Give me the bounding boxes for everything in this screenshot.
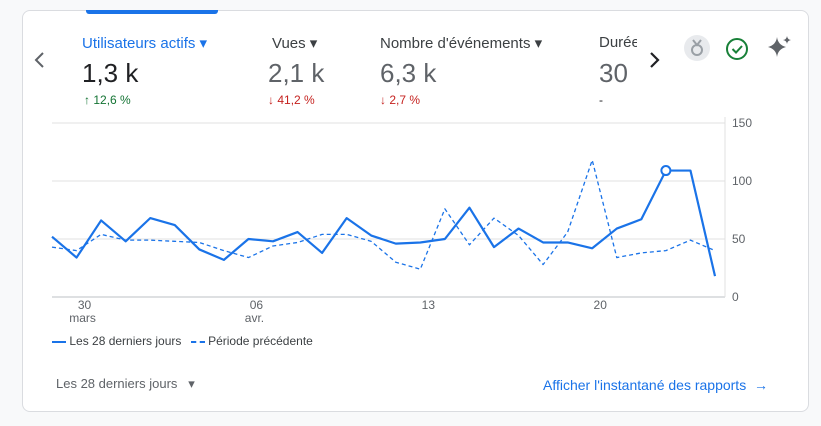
x-month-label: mars [69, 311, 96, 325]
y-tick-label: 100 [732, 174, 752, 188]
hover-point [660, 165, 672, 177]
legend-label: Période précédente [208, 334, 313, 348]
link-label: Afficher l'instantané des rapports [543, 377, 747, 393]
x-month-label: avr. [245, 311, 264, 325]
tab-value: 1,3 k [82, 58, 139, 88]
sparkle-icon[interactable] [766, 33, 794, 61]
legend-swatch [190, 340, 205, 343]
prev-button[interactable] [30, 50, 50, 70]
period-label: Les 28 derniers jours [56, 376, 178, 391]
card [22, 10, 809, 412]
tab-change: - [599, 93, 603, 107]
x-tick-label: 20 [594, 298, 608, 312]
legend-swatch [52, 340, 66, 343]
period-dropdown[interactable]: Les 28 derniers jours ▾ [56, 376, 195, 391]
tab[interactable]: Utilisateurs actifs ▾ [82, 35, 208, 52]
x-tick-label: 13 [422, 298, 436, 312]
change-text: 2,7 % [389, 93, 421, 107]
tab-value: 2,1 k [268, 58, 325, 88]
x-tick-label: 30 [78, 298, 92, 312]
tab-label: Durée [599, 34, 637, 51]
change-text: 12,6 % [93, 93, 131, 107]
tab-value: 6,3 k [380, 58, 437, 88]
change-text: 41,2 % [277, 93, 315, 107]
current-line [51, 169, 717, 277]
insights-icon[interactable] [683, 34, 711, 62]
tab-label: Nombre d'événements [380, 35, 531, 52]
tab[interactable]: Durée [599, 34, 637, 51]
reports-link[interactable]: Afficher l'instantané des rapports → [543, 377, 768, 393]
tab-label: Vues [272, 35, 306, 52]
next-button[interactable] [644, 50, 664, 70]
y-tick-label: 150 [732, 116, 752, 130]
x-tick-label: 06 [250, 298, 264, 312]
tab-change: ↓ 41,2 % [268, 93, 315, 107]
tab-change: ↑ 12,6 % [84, 93, 131, 107]
previous-line [51, 159, 716, 270]
legend-label: Les 28 derniers jours [69, 334, 182, 348]
tabs: Utilisateurs actifs ▾ 1,3 k ↑ 12,6 % Vue… [82, 0, 637, 120]
tab[interactable]: Nombre d'événements ▾ [380, 35, 543, 52]
status-icon[interactable] [724, 36, 750, 62]
tab[interactable]: Vues ▾ [272, 35, 318, 52]
legend: Les 28 derniers jours Période précédente [52, 334, 313, 348]
tab-value: 30 [599, 58, 628, 88]
active-tab-indicator [86, 10, 218, 14]
y-tick-label: 0 [732, 290, 739, 304]
tab-label: Utilisateurs actifs [82, 35, 196, 52]
y-tick-label: 50 [732, 232, 746, 246]
tab-change: ↓ 2,7 % [380, 93, 421, 107]
